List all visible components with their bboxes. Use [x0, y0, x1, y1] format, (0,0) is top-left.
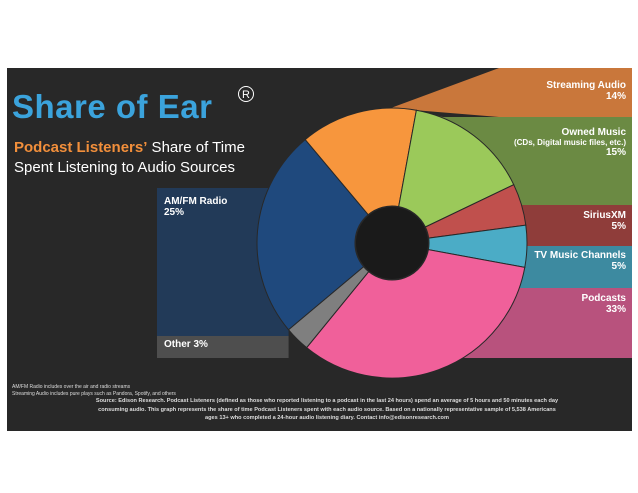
label-detail: (CDs, Digital music files, etc.) [513, 138, 626, 147]
label-value: 15% [605, 147, 626, 158]
chart-subtitle-line2: Spent Listening to Audio Sources [14, 159, 235, 176]
donut-hole [356, 207, 428, 279]
band-am-fm-radio [157, 188, 289, 336]
registered-mark-icon: R [238, 86, 254, 102]
label-value: 3% [193, 339, 208, 350]
band-other [157, 336, 289, 358]
label-other: Other 3% [164, 339, 208, 350]
label-name: Other [164, 339, 191, 350]
label-siriusxm: SiriusXM 5% [583, 210, 626, 232]
label-am-fm-radio: AM/FM Radio 25% [164, 196, 227, 218]
slice-streaming-audio [304, 107, 417, 216]
slice-podcasts [305, 249, 526, 379]
donut-chart [157, 68, 632, 379]
slice-other [287, 266, 370, 349]
label-name: SiriusXM [583, 210, 626, 221]
subtitle-rest: Share of Time [147, 139, 245, 156]
label-value: 5% [611, 261, 626, 272]
band-streaming-audio [305, 68, 632, 140]
label-owned-music: Owned Music (CDs, Digital music files, e… [514, 127, 626, 158]
footnote-am-fm: AM/FM Radio includes over the air and ra… [12, 384, 131, 390]
slice-am-fm-radio [256, 138, 369, 331]
share-of-ear-slide: Share of Ear R Podcast Listeners’ Share … [7, 68, 632, 431]
label-value: 25% [164, 207, 185, 218]
label-value: 5% [611, 221, 626, 232]
donut-slices [256, 107, 528, 379]
label-value: 14% [605, 91, 626, 102]
subtitle-highlight: Podcast Listeners’ [14, 139, 148, 156]
chart-title: Share of Ear [12, 88, 213, 125]
label-name: Podcasts [581, 293, 626, 304]
label-name: Streaming Audio [546, 80, 626, 91]
label-tv-music-channels: TV Music Channels 5% [534, 250, 626, 272]
footnote-streaming: Streaming Audio includes pure plays such… [12, 391, 176, 397]
label-podcasts: Podcasts 33% [582, 293, 626, 315]
label-value: 33% [605, 304, 626, 315]
source-note: Source: Edison Research. Podcast Listene… [95, 398, 559, 421]
slice-owned-music [398, 109, 515, 228]
chart-subtitle-line1: Podcast Listeners’ Share of Time [14, 139, 245, 156]
label-name: AM/FM Radio [164, 196, 228, 207]
label-name: TV Music Channels [534, 250, 626, 261]
label-streaming-audio: Streaming Audio 14% [546, 80, 626, 102]
label-name: Owned Music [561, 127, 626, 138]
